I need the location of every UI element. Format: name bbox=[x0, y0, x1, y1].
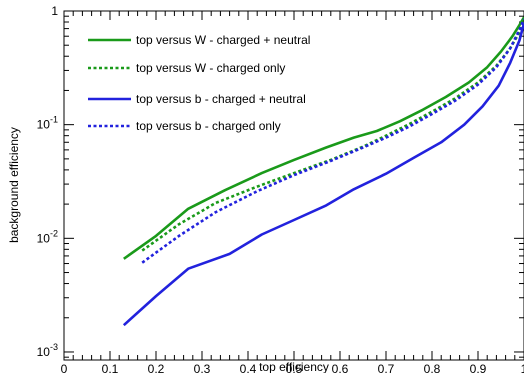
x-tick-label: 0.4 bbox=[240, 362, 257, 373]
x-tick-label: 1 bbox=[521, 362, 524, 373]
series-line bbox=[123, 16, 524, 260]
series-line bbox=[122, 22, 524, 327]
y-tick-label: 10-2 bbox=[37, 228, 58, 245]
x-tick-label: 0.6 bbox=[332, 362, 349, 373]
x-tick-label: 0.1 bbox=[102, 362, 119, 373]
y-tick-label: 1 bbox=[51, 4, 58, 18]
x-tick-label: 0.7 bbox=[378, 362, 395, 373]
legend: top versus W - charged + neutral top vers… bbox=[88, 33, 310, 133]
legend-label: top versus W - charged + neutral bbox=[136, 33, 310, 47]
legend-label: top versus b - charged only bbox=[136, 119, 281, 133]
x-axis-title: top efficiency bbox=[259, 360, 329, 373]
x-tick-label: 0.3 bbox=[194, 362, 211, 373]
x-tick-label: 0.9 bbox=[470, 362, 487, 373]
series-line bbox=[141, 20, 524, 252]
x-tick-labels: 0 0.1 0.2 0.3 0.4 0.5 0.6 0.7 0.8 0.9 1 bbox=[61, 362, 524, 373]
plot-area bbox=[63, 10, 524, 361]
x-tick-label: 0.8 bbox=[424, 362, 441, 373]
y-tick-label: 10-3 bbox=[37, 342, 58, 359]
x-tick-label: 0.2 bbox=[148, 362, 165, 373]
y-axis-title: background efficiency bbox=[7, 127, 21, 243]
plot-frame bbox=[63, 10, 524, 361]
series-line bbox=[141, 18, 524, 264]
axis-ticks bbox=[63, 10, 524, 360]
legend-label: top versus W - charged only bbox=[136, 61, 285, 75]
y-tick-label: 10-1 bbox=[37, 115, 58, 132]
y-tick-labels: 10-3 10-2 10-1 1 bbox=[37, 4, 59, 359]
series-lines bbox=[122, 16, 524, 327]
legend-label: top versus b - charged + neutral bbox=[136, 92, 306, 106]
x-tick-label: 0.5 bbox=[286, 362, 303, 373]
x-tick-label: 0 bbox=[61, 362, 68, 373]
